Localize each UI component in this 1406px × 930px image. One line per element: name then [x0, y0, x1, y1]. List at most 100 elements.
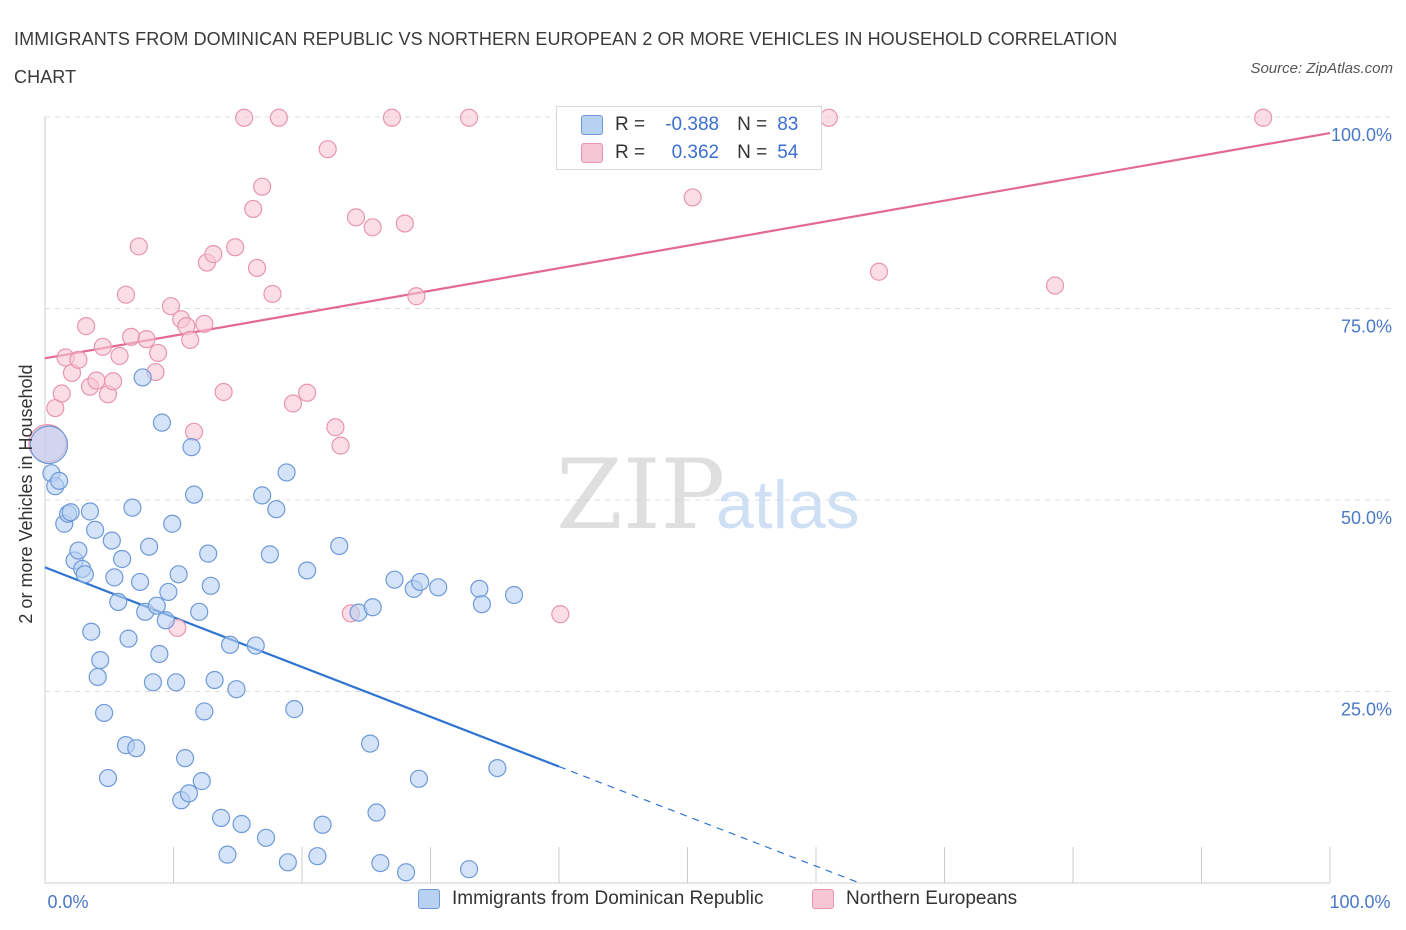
point-dominican	[195, 702, 214, 721]
stats-row-blue: R = -0.388 N = 83	[581, 113, 798, 137]
point-northern-european	[382, 108, 402, 127]
point-northern-european	[346, 208, 366, 227]
point-dominican	[278, 853, 297, 872]
point-dominican	[119, 629, 138, 648]
point-dominican	[133, 368, 152, 387]
point-northern-european	[104, 372, 123, 391]
point-dominican	[363, 598, 382, 617]
point-dominican	[95, 703, 114, 723]
point-dominican	[298, 561, 317, 580]
data-points	[28, 108, 1273, 882]
point-dominican	[159, 582, 178, 602]
y-axis-label: 2 or more Vehicles in Household	[16, 364, 36, 623]
point-northern-european	[247, 258, 267, 278]
legend-item-northern-european[interactable]: Northern Europeans	[812, 888, 1017, 910]
point-dominican	[88, 667, 107, 687]
point-northern-european	[298, 383, 317, 402]
point-northern-european	[683, 188, 702, 207]
n-label: N =	[737, 142, 768, 163]
legend-label: Immigrants from Dominican Republic	[452, 888, 764, 909]
point-northern-european	[395, 214, 414, 233]
point-dominican	[86, 520, 105, 539]
point-northern-european	[93, 337, 112, 356]
point-dominican	[166, 673, 186, 692]
point-dominican	[75, 565, 94, 584]
point-dominican	[169, 565, 188, 584]
point-northern-european	[110, 346, 129, 366]
point-dominican	[91, 650, 110, 670]
point-dominican	[211, 808, 231, 827]
point-dominican	[472, 595, 491, 614]
point-northern-european	[204, 245, 223, 264]
point-dominican	[109, 592, 128, 611]
point-dominican	[488, 758, 507, 778]
legend-item-dominican[interactable]: Immigrants from Dominican Republic	[418, 888, 764, 910]
point-northern-european	[195, 314, 214, 333]
stats-row-pink: R = 0.362 N = 54	[581, 141, 798, 165]
point-dominican	[313, 815, 332, 834]
point-dominican	[285, 700, 304, 719]
point-northern-european	[326, 418, 345, 437]
point-northern-european	[819, 108, 838, 127]
point-northern-european	[1045, 276, 1065, 295]
point-dominican	[130, 572, 150, 592]
point-dominican	[396, 863, 416, 882]
x-tick-label-min: 0.0%	[47, 892, 88, 912]
point-dominican	[98, 768, 118, 788]
point-northern-european	[148, 343, 168, 363]
point-dominican	[139, 537, 159, 556]
point-dominican	[102, 531, 121, 550]
point-northern-european	[226, 238, 245, 257]
pink-swatch	[581, 143, 603, 163]
point-dominican	[205, 670, 224, 690]
point-northern-european	[363, 218, 382, 237]
point-dominican	[150, 644, 169, 664]
point-dominican	[330, 536, 349, 556]
point-dominican	[184, 485, 204, 504]
point-dominican	[147, 596, 166, 615]
point-dominican	[156, 611, 175, 630]
point-northern-european	[235, 108, 254, 127]
y-tick-label: 25.0%	[1341, 700, 1392, 720]
r-value: -0.388	[665, 114, 720, 135]
point-dominican	[371, 853, 390, 873]
point-northern-european	[459, 108, 479, 127]
point-dominican	[218, 845, 237, 864]
point-dominican	[253, 486, 272, 505]
point-dominican	[80, 502, 100, 521]
point-northern-european	[263, 284, 282, 304]
point-dominican	[199, 544, 218, 563]
point-dominican	[152, 413, 172, 432]
watermark-atlas: atlas	[716, 467, 860, 543]
point-dominican	[182, 438, 201, 457]
point-dominican	[277, 463, 296, 482]
point-northern-european	[69, 350, 88, 369]
n-value: 54	[777, 142, 799, 163]
trend-line-northern-european	[44, 132, 1331, 360]
series-legend: Immigrants from Dominican Republic North…	[0, 888, 1406, 916]
point-dominican	[232, 814, 251, 834]
chart-title: IMMIGRANTS FROM DOMINICAN REPUBLIC VS NO…	[14, 29, 1118, 87]
n-value: 83	[777, 114, 799, 135]
point-dominican	[127, 739, 146, 758]
legend-label: Northern Europeans	[846, 888, 1018, 909]
point-dominican	[29, 425, 69, 465]
point-northern-european	[869, 262, 889, 281]
point-dominican	[192, 772, 211, 791]
tick-labels: 25.0% 50.0% 75.0% 100.0% 0.0% 100.0%	[47, 125, 1392, 912]
point-northern-european	[283, 394, 303, 413]
y-tick-label: 50.0%	[1341, 508, 1392, 528]
point-dominican	[367, 803, 386, 822]
point-northern-european	[269, 108, 288, 127]
point-northern-european	[181, 330, 200, 350]
trend-lines	[44, 132, 1331, 885]
point-northern-european	[137, 330, 156, 349]
n-label: N =	[737, 114, 768, 135]
point-dominican	[175, 749, 195, 768]
point-northern-european	[407, 287, 426, 306]
y-tick-label: 75.0%	[1341, 317, 1392, 337]
axes	[44, 117, 1331, 884]
watermark-zip: ZIP	[556, 439, 725, 551]
y-tick-label: 100.0%	[1331, 125, 1392, 145]
